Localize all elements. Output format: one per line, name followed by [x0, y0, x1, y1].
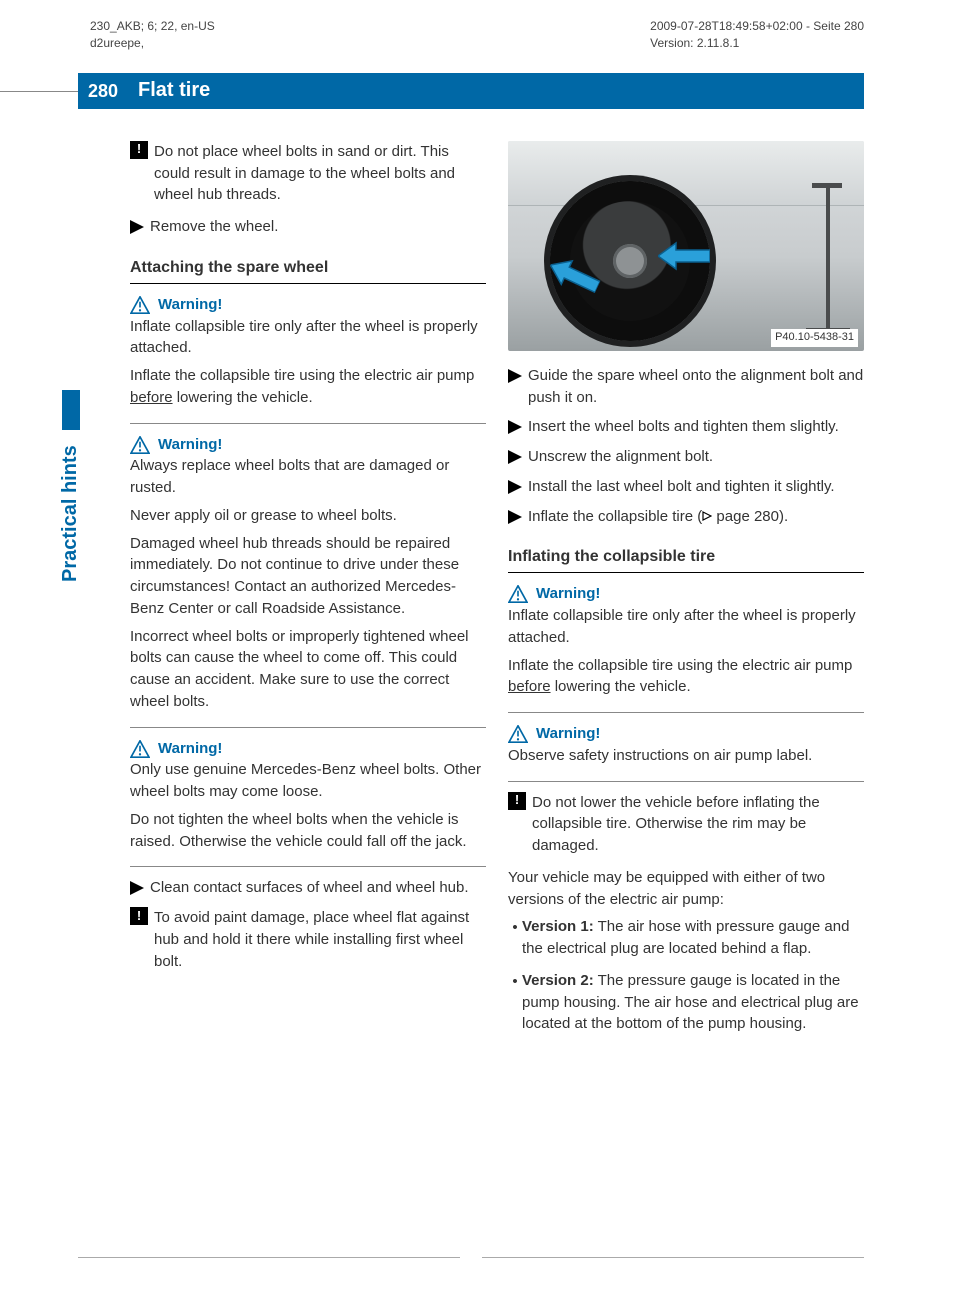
warning-text: Inflate collapsible tire only after the … — [130, 316, 486, 360]
warning-header: Warning! — [508, 583, 864, 605]
step-text: Remove the wheel. — [150, 216, 278, 238]
triangle-icon — [508, 510, 522, 524]
triangle-icon — [130, 881, 144, 895]
side-tab — [62, 390, 80, 430]
triangle-outline-icon — [702, 511, 712, 521]
step-item: Unscrew the alignment bolt. — [508, 446, 864, 468]
step-text: Guide the spare wheel onto the alignment… — [528, 365, 864, 409]
step-text: Insert the wheel bolts and tighten them … — [528, 416, 839, 438]
note-text: To avoid paint damage, place wheel flat … — [154, 907, 486, 972]
warning-text: Inflate the collapsible tire using the e… — [130, 365, 486, 409]
warning-icon — [508, 585, 528, 603]
side-label: Practical hints — [56, 445, 85, 582]
warning-icon — [130, 436, 150, 454]
arrow-icon — [658, 241, 710, 271]
warning-body: Inflate collapsible tire only after the … — [130, 316, 486, 424]
subheading: Attaching the spare wheel — [130, 256, 486, 284]
warning-text: Only use genuine Mercedes-Benz wheel bol… — [130, 759, 486, 803]
subheading: Inflating the collapsible tire — [508, 545, 864, 573]
step-text: Inflate the collapsible tire ( page 280)… — [528, 506, 788, 528]
triangle-icon — [508, 480, 522, 494]
warning-header: Warning! — [130, 738, 486, 760]
step-item: Insert the wheel bolts and tighten them … — [508, 416, 864, 438]
body-text: Your vehicle may be equipped with either… — [508, 867, 864, 911]
footer-rules — [78, 1257, 864, 1258]
step-item: Inflate the collapsible tire ( page 280)… — [508, 506, 864, 528]
triangle-icon — [508, 450, 522, 464]
warning-body: Inflate collapsible tire only after the … — [508, 605, 864, 713]
step-text: Clean contact surfaces of wheel and whee… — [150, 877, 469, 899]
note-text: Do not place wheel bolts in sand or dirt… — [154, 141, 486, 206]
warning-text: Inflate the collapsible tire using the e… — [508, 655, 864, 699]
warning-icon — [130, 296, 150, 314]
warning-header: Warning! — [130, 294, 486, 316]
note-icon: ! — [130, 141, 148, 159]
warning-label: Warning! — [536, 583, 600, 605]
step-text: Unscrew the alignment bolt. — [528, 446, 713, 468]
warning-text: Observe safety instructions on air pump … — [508, 745, 864, 767]
page-header: 280 Flat tire — [0, 73, 954, 109]
bullet-icon: • — [508, 971, 522, 993]
bullet-icon: • — [508, 917, 522, 939]
warning-text: Never apply oil or grease to wheel bolts… — [130, 505, 486, 527]
warning-text: Damaged wheel hub threads should be repa… — [130, 533, 486, 620]
warning-text: Do not tighten the wheel bolts when the … — [130, 809, 486, 853]
warning-header: Warning! — [130, 434, 486, 456]
triangle-icon — [508, 369, 522, 383]
warning-header: Warning! — [508, 723, 864, 745]
step-item: Remove the wheel. — [130, 216, 486, 238]
note-icon: ! — [130, 907, 148, 925]
step-text: Install the last wheel bolt and tighten … — [528, 476, 835, 498]
note-block: ! Do not place wheel bolts in sand or di… — [130, 141, 486, 206]
page-title: Flat tire — [128, 73, 864, 109]
header-rule — [0, 91, 78, 109]
left-column: ! Do not place wheel bolts in sand or di… — [130, 141, 486, 1045]
warning-body: Always replace wheel bolts that are dama… — [130, 455, 486, 727]
warning-icon — [130, 740, 150, 758]
warning-text: Incorrect wheel bolts or improperly tigh… — [130, 626, 486, 713]
note-icon: ! — [508, 792, 526, 810]
crop-marks-meta: 230_AKB; 6; 22, en-US d2ureepe, 2009-07-… — [0, 0, 954, 61]
page-number: 280 — [78, 73, 128, 109]
step-item: Clean contact surfaces of wheel and whee… — [130, 877, 486, 899]
right-column: P40.10-5438-31 Guide the spare wheel ont… — [508, 141, 864, 1045]
triangle-icon — [508, 420, 522, 434]
warning-body: Only use genuine Mercedes-Benz wheel bol… — [130, 759, 486, 867]
meta-left-1: 230_AKB; 6; 22, en-US — [90, 18, 215, 35]
warning-text: Always replace wheel bolts that are dama… — [130, 455, 486, 499]
meta-left-2: d2ureepe, — [90, 35, 215, 52]
step-item: Install the last wheel bolt and tighten … — [508, 476, 864, 498]
figure-reference: P40.10-5438-31 — [771, 329, 858, 347]
warning-icon — [508, 725, 528, 743]
warning-label: Warning! — [158, 738, 222, 760]
note-block: ! To avoid paint damage, place wheel fla… — [130, 907, 486, 972]
meta-right-1: 2009-07-28T18:49:58+02:00 - Seite 280 — [650, 18, 864, 35]
bullet-list: • Version 1: The air hose with pressure … — [508, 916, 864, 1035]
meta-right-2: Version: 2.11.8.1 — [650, 35, 864, 52]
list-item: • Version 1: The air hose with pressure … — [508, 916, 864, 960]
step-item: Guide the spare wheel onto the alignment… — [508, 365, 864, 409]
warning-label: Warning! — [158, 434, 222, 456]
list-text: Version 1: The air hose with pressure ga… — [522, 916, 864, 960]
warning-text: Inflate collapsible tire only after the … — [508, 605, 864, 649]
triangle-icon — [130, 220, 144, 234]
warning-label: Warning! — [158, 294, 222, 316]
figure-spare-wheel: P40.10-5438-31 — [508, 141, 864, 351]
list-text: Version 2: The pressure gauge is located… — [522, 970, 864, 1035]
warning-label: Warning! — [536, 723, 600, 745]
note-block: ! Do not lower the vehicle before inflat… — [508, 792, 864, 857]
list-item: • Version 2: The pressure gauge is locat… — [508, 970, 864, 1035]
note-text: Do not lower the vehicle before inflatin… — [532, 792, 864, 857]
warning-body: Observe safety instructions on air pump … — [508, 745, 864, 782]
